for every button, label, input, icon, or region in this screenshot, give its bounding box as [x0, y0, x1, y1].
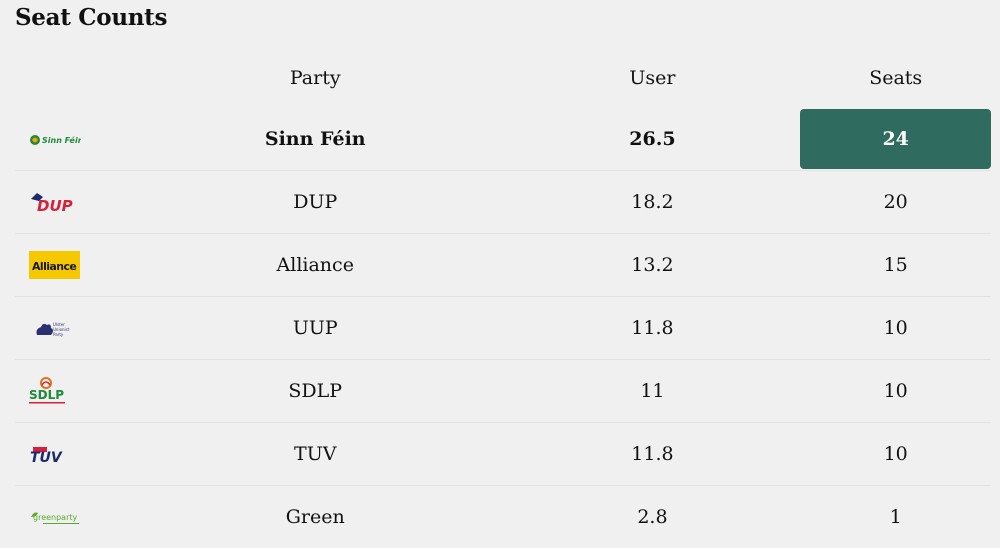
alliance-logo: Alliance: [15, 234, 126, 297]
table-row[interactable]: Alliance Alliance 13.2 15: [15, 234, 991, 297]
green-party-logo: greenparty: [15, 486, 126, 548]
svg-text:greenparty: greenparty: [33, 513, 78, 522]
party-name: TUV: [126, 423, 505, 486]
table-header-row: Party User Seats: [15, 48, 991, 108]
sinn-fein-logo: Sinn Féin: [15, 108, 126, 171]
party-name: UUP: [126, 297, 505, 360]
table-row[interactable]: Ulster Unionist Party UUP 11.8 10: [15, 297, 991, 360]
seats-value: 10: [800, 360, 991, 423]
user-value: 11.8: [505, 423, 801, 486]
party-name: DUP: [126, 171, 505, 234]
tuv-logo: TUV: [15, 423, 126, 486]
svg-text:Party: Party: [53, 332, 64, 337]
seats-value: 10: [800, 297, 991, 360]
table-row[interactable]: TUV TUV 11.8 10: [15, 423, 991, 486]
seats-value: 24: [800, 109, 991, 169]
seats-value: 15: [800, 234, 991, 297]
logo-header: [15, 48, 126, 108]
seats-header: Seats: [800, 48, 991, 108]
table-row[interactable]: DUP DUP 18.2 20: [15, 171, 991, 234]
user-value: 26.5: [505, 108, 801, 171]
seats-value-cell: 24: [800, 108, 991, 171]
table-row[interactable]: greenparty Green 2.8 1: [15, 486, 991, 548]
seats-value: 10: [800, 423, 991, 486]
svg-text:SDLP: SDLP: [29, 388, 64, 402]
table-row[interactable]: SDLP SDLP 11 10: [15, 360, 991, 423]
user-value: 13.2: [505, 234, 801, 297]
svg-text:TUV: TUV: [30, 450, 63, 465]
party-header: Party: [126, 48, 505, 108]
svg-text:DUP: DUP: [37, 197, 73, 215]
svg-text:Sinn Féin: Sinn Féin: [42, 135, 81, 145]
table-row[interactable]: Sinn Féin Sinn Féin 26.5 24: [15, 108, 991, 171]
seat-counts-table: Party User Seats Sinn Féin Sinn Féin 26.…: [15, 48, 991, 548]
svg-text:Alliance: Alliance: [32, 260, 76, 273]
seats-value: 1: [800, 486, 991, 548]
sdlp-logo: SDLP: [15, 360, 126, 423]
party-name: Sinn Féin: [126, 108, 505, 171]
user-value: 11.8: [505, 297, 801, 360]
party-name: SDLP: [126, 360, 505, 423]
party-name: Alliance: [126, 234, 505, 297]
page-title: Seat Counts: [15, 4, 167, 31]
user-value: 18.2: [505, 171, 801, 234]
uup-logo: Ulster Unionist Party: [15, 297, 126, 360]
user-value: 11: [505, 360, 801, 423]
user-header: User: [505, 48, 801, 108]
user-value: 2.8: [505, 486, 801, 548]
seats-value: 20: [800, 171, 991, 234]
party-name: Green: [126, 486, 505, 548]
dup-logo: DUP: [15, 171, 126, 234]
